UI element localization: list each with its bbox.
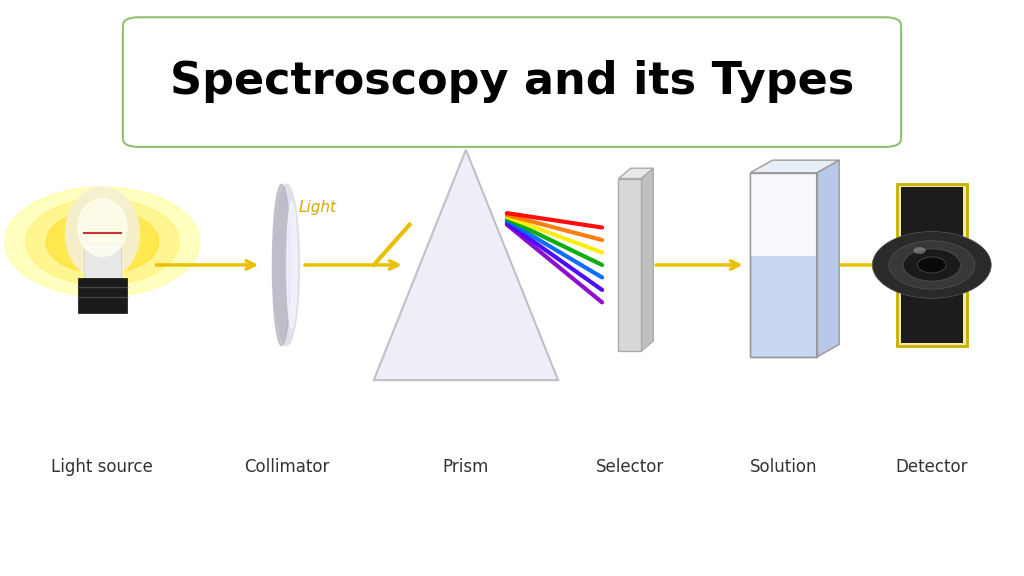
Ellipse shape [287, 202, 297, 328]
Polygon shape [374, 150, 558, 380]
Bar [618, 179, 641, 351]
Text: Prism: Prism [442, 457, 489, 476]
Circle shape [5, 187, 200, 297]
Polygon shape [618, 168, 653, 179]
Text: Collimator: Collimator [244, 457, 330, 476]
Text: Solution: Solution [750, 457, 817, 476]
FancyBboxPatch shape [123, 17, 901, 147]
Bar [897, 184, 967, 346]
Bar [901, 187, 963, 343]
Circle shape [46, 210, 159, 274]
Text: Light source: Light source [51, 457, 154, 476]
Text: Selector: Selector [596, 457, 664, 476]
Bar [750, 173, 817, 357]
Circle shape [889, 241, 975, 289]
Text: Detector: Detector [896, 457, 968, 476]
Circle shape [872, 232, 991, 298]
Circle shape [63, 220, 141, 264]
Bar [78, 278, 127, 313]
Ellipse shape [274, 184, 300, 346]
Ellipse shape [78, 199, 127, 256]
Ellipse shape [272, 184, 291, 346]
Ellipse shape [66, 187, 139, 279]
Circle shape [903, 249, 961, 281]
Polygon shape [641, 168, 653, 351]
Bar [750, 173, 817, 256]
Circle shape [26, 199, 179, 285]
Circle shape [918, 257, 946, 273]
Polygon shape [817, 160, 840, 357]
Bar [750, 173, 817, 357]
Text: Spectroscopy and its Types: Spectroscopy and its Types [170, 60, 854, 103]
Bar [84, 243, 121, 278]
Text: Light: Light [298, 200, 337, 215]
Polygon shape [750, 160, 840, 173]
Circle shape [913, 247, 926, 254]
